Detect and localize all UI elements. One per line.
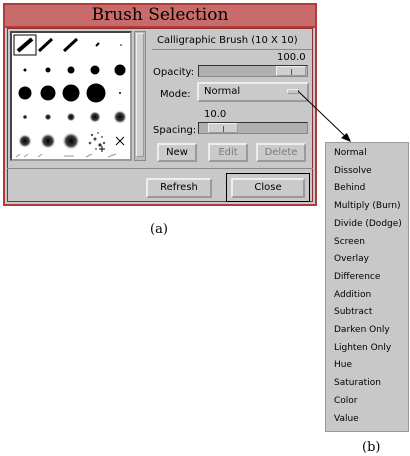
brush-calligraphic-3[interactable] [62,37,79,53]
mode-selected-value: Normal [204,86,241,97]
brush-row-fuzzy-large[interactable] [18,132,125,152]
arrow-icon [297,90,351,142]
close-button[interactable]: Close [231,178,305,198]
window-title: Brush Selection [91,5,229,25]
brush-row-partial [15,153,117,158]
mode-menu-item[interactable]: Overlay [334,254,369,265]
mode-menu-item[interactable]: Screen [334,236,365,247]
spacing-label: Spacing: [153,125,197,136]
mode-menu-item[interactable]: Addition [334,289,372,300]
edit-brush-button[interactable]: Edit [208,143,248,162]
mode-menu-item[interactable]: Color [334,395,358,406]
mode-menu-item[interactable]: Hue [334,360,353,371]
mode-menu-item[interactable]: Saturation [334,378,381,389]
selected-brush-highlight [13,34,37,56]
caption-a: (a) [150,222,168,237]
mode-menu[interactable]: Normal Dissolve Behind Multiply (Burn) Divid… [325,142,409,432]
divider [152,49,312,50]
brush-previews[interactable] [12,33,130,159]
opacity-value: 100.0 [277,52,306,63]
brush-row-circles-small[interactable] [23,64,126,76]
brush-grid[interactable] [10,31,132,161]
brush-calligraphic-1[interactable] [16,37,34,53]
brush-row-calligraphic[interactable] [13,34,122,56]
default-button-ring [226,173,310,202]
mode-menu-item[interactable]: Normal [334,148,367,158]
mode-dropdown[interactable]: Normal [197,82,309,102]
mode-label: Mode: [160,89,191,100]
brush-cross[interactable] [115,136,125,146]
opacity-label: Opacity: [153,67,195,78]
footer-divider [7,168,313,169]
mode-menu-item[interactable]: Divide (Dodge) [334,218,402,229]
title-bar[interactable]: Brush Selection [3,3,317,28]
delete-brush-button[interactable]: Delete [256,143,306,162]
brush-name-label: Calligraphic Brush (10 X 10) [157,35,298,46]
brush-calligraphic-2[interactable] [37,37,54,53]
brush-row-circles-large[interactable] [18,83,122,103]
dialog-body [7,28,313,202]
mode-menu-item[interactable]: Difference [334,271,381,282]
mode-menu-item[interactable]: Value [334,413,359,424]
brush-calligraphic-4[interactable] [95,42,100,47]
mode-menu-item[interactable]: Subtract [334,307,373,318]
opacity-slider-thumb[interactable] [276,66,306,76]
new-brush-button[interactable]: New [157,143,197,162]
spacing-slider-thumb[interactable] [207,123,238,133]
brush-grid-scroll-thumb[interactable] [136,33,144,157]
brush-row-fuzzy-small[interactable] [22,110,128,124]
spacing-value: 10.0 [204,109,227,120]
refresh-button[interactable]: Refresh [146,178,212,198]
mode-menu-item[interactable]: Darken Only [334,325,390,335]
mode-menu-item[interactable]: Multiply (Burn) [334,201,401,212]
caption-b: (b) [362,440,381,455]
mode-menu-item[interactable]: Dissolve [334,165,372,176]
brush-textured[interactable] [88,132,106,152]
mode-menu-item[interactable]: Behind [334,183,366,194]
mode-menu-item[interactable]: Lighten Only [334,342,392,353]
brush-calligraphic-5[interactable] [120,44,122,46]
